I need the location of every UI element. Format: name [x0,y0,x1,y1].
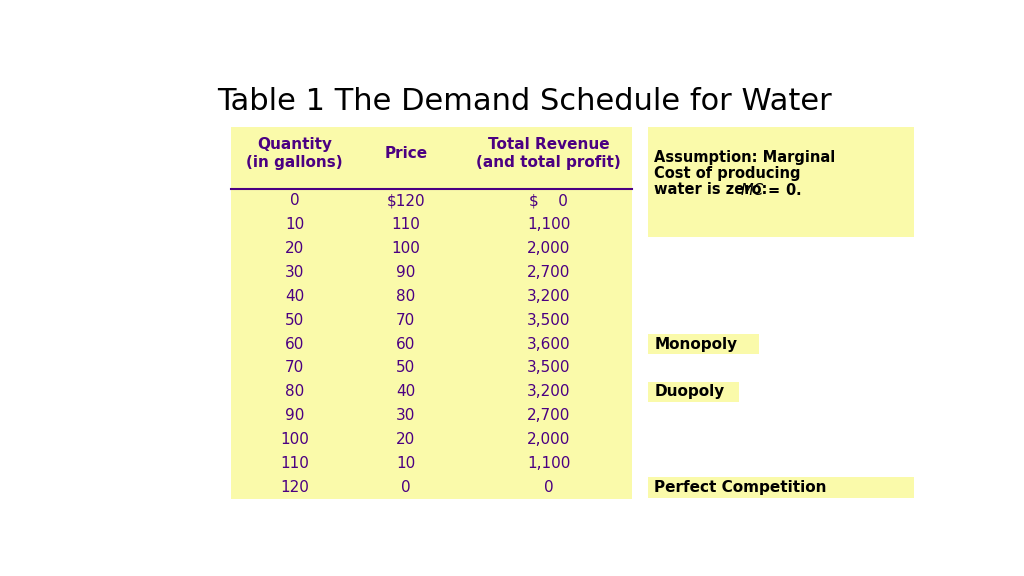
Text: 2,000: 2,000 [527,432,570,447]
Text: 3,500: 3,500 [527,361,570,376]
Text: 110: 110 [391,217,420,232]
Text: $    0: $ 0 [529,194,568,209]
Text: 60: 60 [285,336,304,351]
Text: 100: 100 [391,241,420,256]
Text: Total Revenue
(and total profit): Total Revenue (and total profit) [476,137,621,170]
Text: 1,100: 1,100 [527,456,570,471]
Text: 2,000: 2,000 [527,241,570,256]
Text: 30: 30 [396,408,416,423]
Text: 20: 20 [396,432,416,447]
Text: 110: 110 [281,456,309,471]
FancyBboxPatch shape [231,127,632,499]
FancyBboxPatch shape [648,382,739,402]
FancyBboxPatch shape [648,334,759,354]
Text: 90: 90 [285,408,304,423]
FancyBboxPatch shape [648,478,913,498]
Text: 80: 80 [285,384,304,399]
Text: 0: 0 [401,480,411,495]
Text: Cost of producing: Cost of producing [654,166,801,181]
Text: 100: 100 [281,432,309,447]
Text: 40: 40 [285,289,304,304]
Text: water is zero:: water is zero: [654,182,773,197]
Text: Perfect Competition: Perfect Competition [654,480,826,495]
Text: 50: 50 [285,313,304,328]
Text: 40: 40 [396,384,416,399]
Text: 120: 120 [281,480,309,495]
Text: 3,200: 3,200 [527,289,570,304]
Text: Quantity
(in gallons): Quantity (in gallons) [247,137,343,170]
Text: 70: 70 [396,313,416,328]
Text: 2,700: 2,700 [527,265,570,280]
Text: 3,500: 3,500 [527,313,570,328]
Text: 60: 60 [396,336,416,351]
Text: Duopoly: Duopoly [654,384,724,399]
Text: 30: 30 [285,265,304,280]
Text: 10: 10 [396,456,416,471]
Text: Assumption: Marginal: Assumption: Marginal [654,150,836,165]
Text: 3,200: 3,200 [527,384,570,399]
Text: 80: 80 [396,289,416,304]
Text: 10: 10 [285,217,304,232]
Text: 50: 50 [396,361,416,376]
Text: $\mathit{MC}$ = 0.: $\mathit{MC}$ = 0. [740,181,802,198]
Text: $120: $120 [386,194,425,209]
Text: 0: 0 [290,194,299,209]
Text: Monopoly: Monopoly [654,336,737,351]
Text: 1,100: 1,100 [527,217,570,232]
Text: 2,700: 2,700 [527,408,570,423]
Text: 0: 0 [544,480,553,495]
Text: 70: 70 [285,361,304,376]
Text: Table 1 The Demand Schedule for Water: Table 1 The Demand Schedule for Water [217,87,833,116]
Text: 3,600: 3,600 [526,336,570,351]
Text: 20: 20 [285,241,304,256]
Text: 90: 90 [396,265,416,280]
Text: Price: Price [384,146,427,161]
FancyBboxPatch shape [648,127,913,237]
